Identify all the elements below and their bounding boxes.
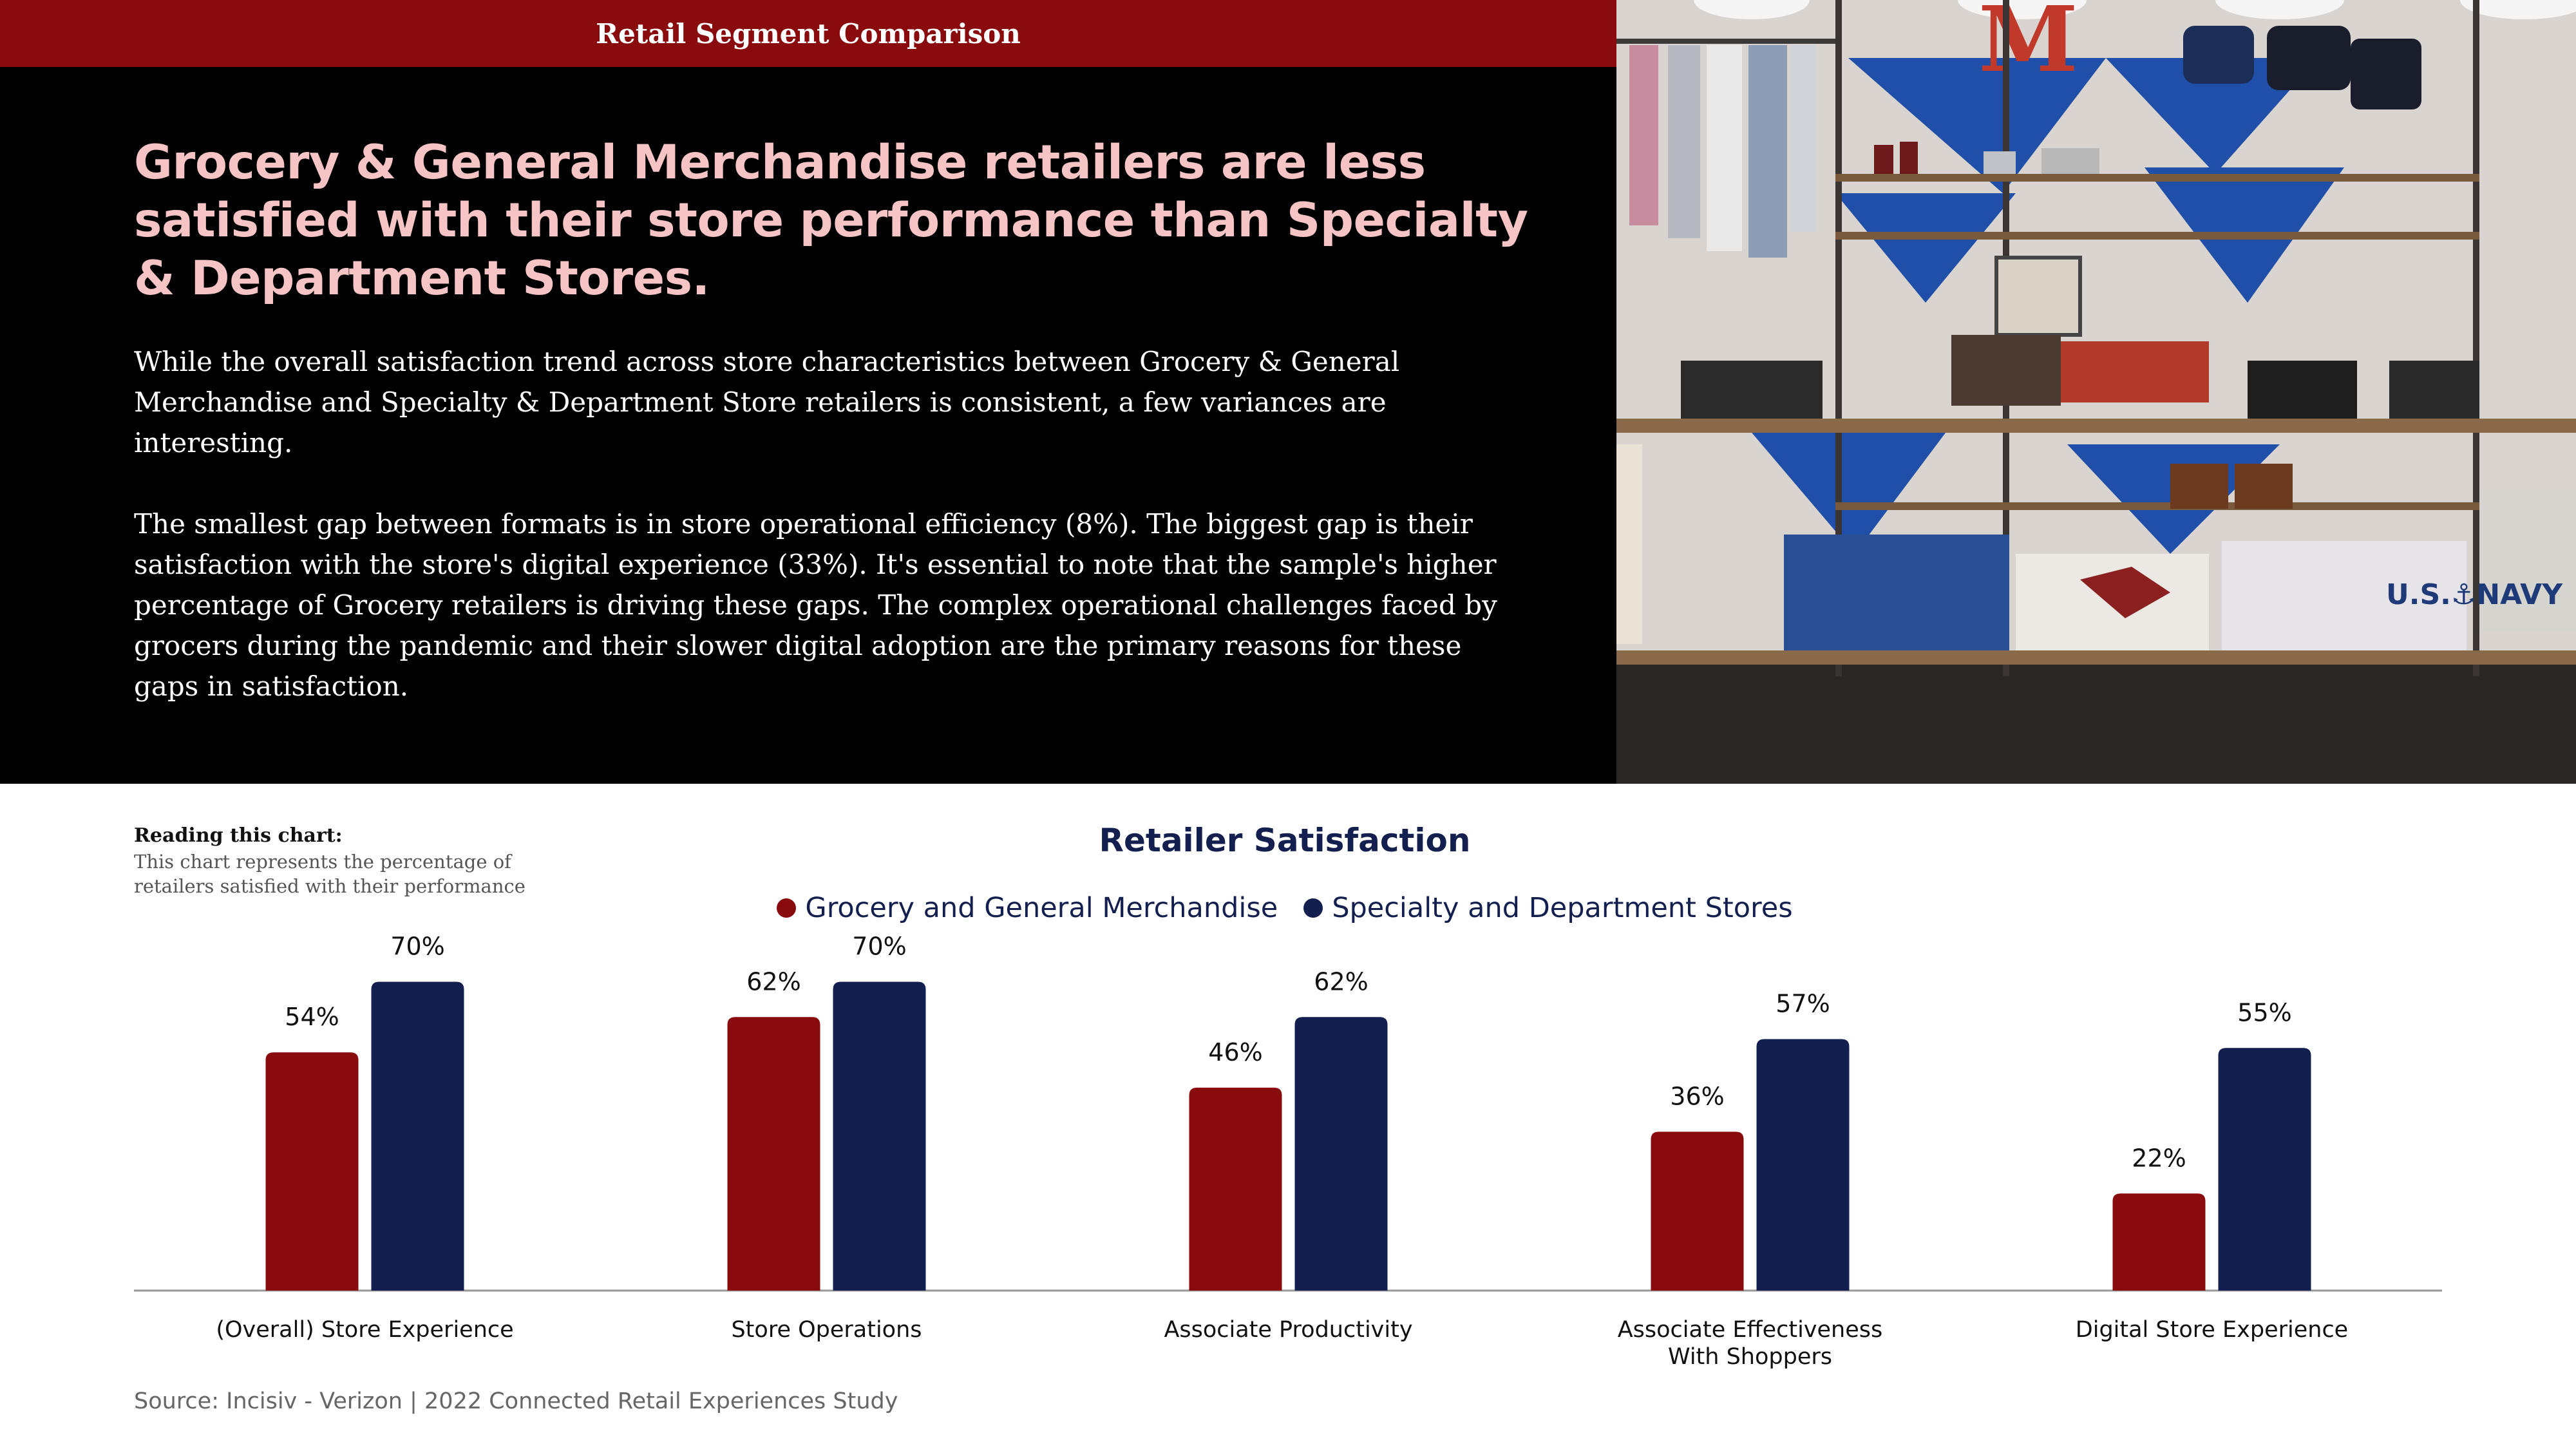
chart-title: Retailer Satisfaction <box>1099 822 1471 859</box>
bar-specialty-0 <box>371 981 464 1291</box>
chart-legend: Grocery and General Merchandise Specialt… <box>773 889 1797 927</box>
bar-grocery-2 <box>1189 1087 1282 1291</box>
data-label-specialty-2: 62% <box>1314 967 1368 996</box>
data-label-grocery-2: 46% <box>1208 1038 1262 1066</box>
paragraph-2: The smallest gap between formats is in s… <box>134 508 1497 702</box>
bar-grocery-0 <box>265 1052 359 1291</box>
reading-note: Reading this chart: This chart represent… <box>134 824 546 898</box>
legend-label-specialty: Specialty and Department Stores <box>1332 892 1793 924</box>
top-banner: Retail Segment Comparison <box>0 0 1616 67</box>
bar-grocery-1 <box>727 1017 820 1291</box>
data-label-specialty-4: 55% <box>2237 998 2291 1027</box>
category-label-3: Associate Effectiveness <box>1618 1317 1883 1343</box>
store-photo-illustration: M U.S.⚓NAVY <box>1616 0 2576 784</box>
hero-panel <box>0 0 1616 784</box>
category-label-3: With Shoppers <box>1668 1344 1832 1370</box>
bar-specialty-2 <box>1294 1017 1388 1291</box>
store-photo: M U.S.⚓NAVY <box>1616 0 2576 784</box>
legend-swatch-grocery <box>777 898 797 918</box>
category-label-1: Store Operations <box>731 1317 922 1343</box>
category-label-0: (Overall) Store Experience <box>216 1317 513 1343</box>
bar-specialty-3 <box>1756 1039 1850 1291</box>
legend-label-grocery: Grocery and General Merchandise <box>805 892 1278 924</box>
data-label-grocery-4: 22% <box>2132 1144 2186 1172</box>
legend-item-specialty: Specialty and Department Stores <box>1303 892 1793 924</box>
reading-note-text: This chart represents the percentage of … <box>134 851 526 897</box>
category-label-2: Associate Productivity <box>1164 1317 1412 1343</box>
source-note: Source: Incisiv - Verizon | 2022 Connect… <box>134 1388 898 1414</box>
bar-grocery-4 <box>2112 1193 2206 1291</box>
headline: Grocery & General Merchandise retailers … <box>134 135 1528 306</box>
sweatshirt-lettering: U.S.⚓NAVY <box>2386 578 2563 611</box>
legend-swatch-specialty <box>1303 898 1323 918</box>
data-label-grocery-3: 36% <box>1670 1082 1724 1110</box>
data-label-specialty-1: 70% <box>852 933 906 961</box>
bar-specialty-1 <box>833 981 926 1291</box>
data-label-grocery-0: 54% <box>285 1003 339 1031</box>
data-label-specialty-3: 57% <box>1776 990 1830 1018</box>
reading-note-heading: Reading this chart: <box>134 824 343 847</box>
legend-item-grocery: Grocery and General Merchandise <box>777 892 1278 924</box>
data-label-specialty-0: 70% <box>390 933 444 961</box>
store-sign-letter: M <box>1978 0 2078 93</box>
data-label-grocery-1: 62% <box>746 967 800 996</box>
body-text: While the overall satisfaction trend acr… <box>134 341 1519 747</box>
paragraph-1: While the overall satisfaction trend acr… <box>134 346 1400 459</box>
page-title: Retail Segment Comparison <box>596 17 1021 50</box>
bar-specialty-4 <box>2218 1048 2311 1291</box>
bar-chart: 54% 70% (Overall) Store Experience 62% 70% St… <box>134 933 2442 1370</box>
bar-grocery-3 <box>1651 1132 1744 1291</box>
category-label-4: Digital Store Experience <box>2076 1317 2348 1343</box>
